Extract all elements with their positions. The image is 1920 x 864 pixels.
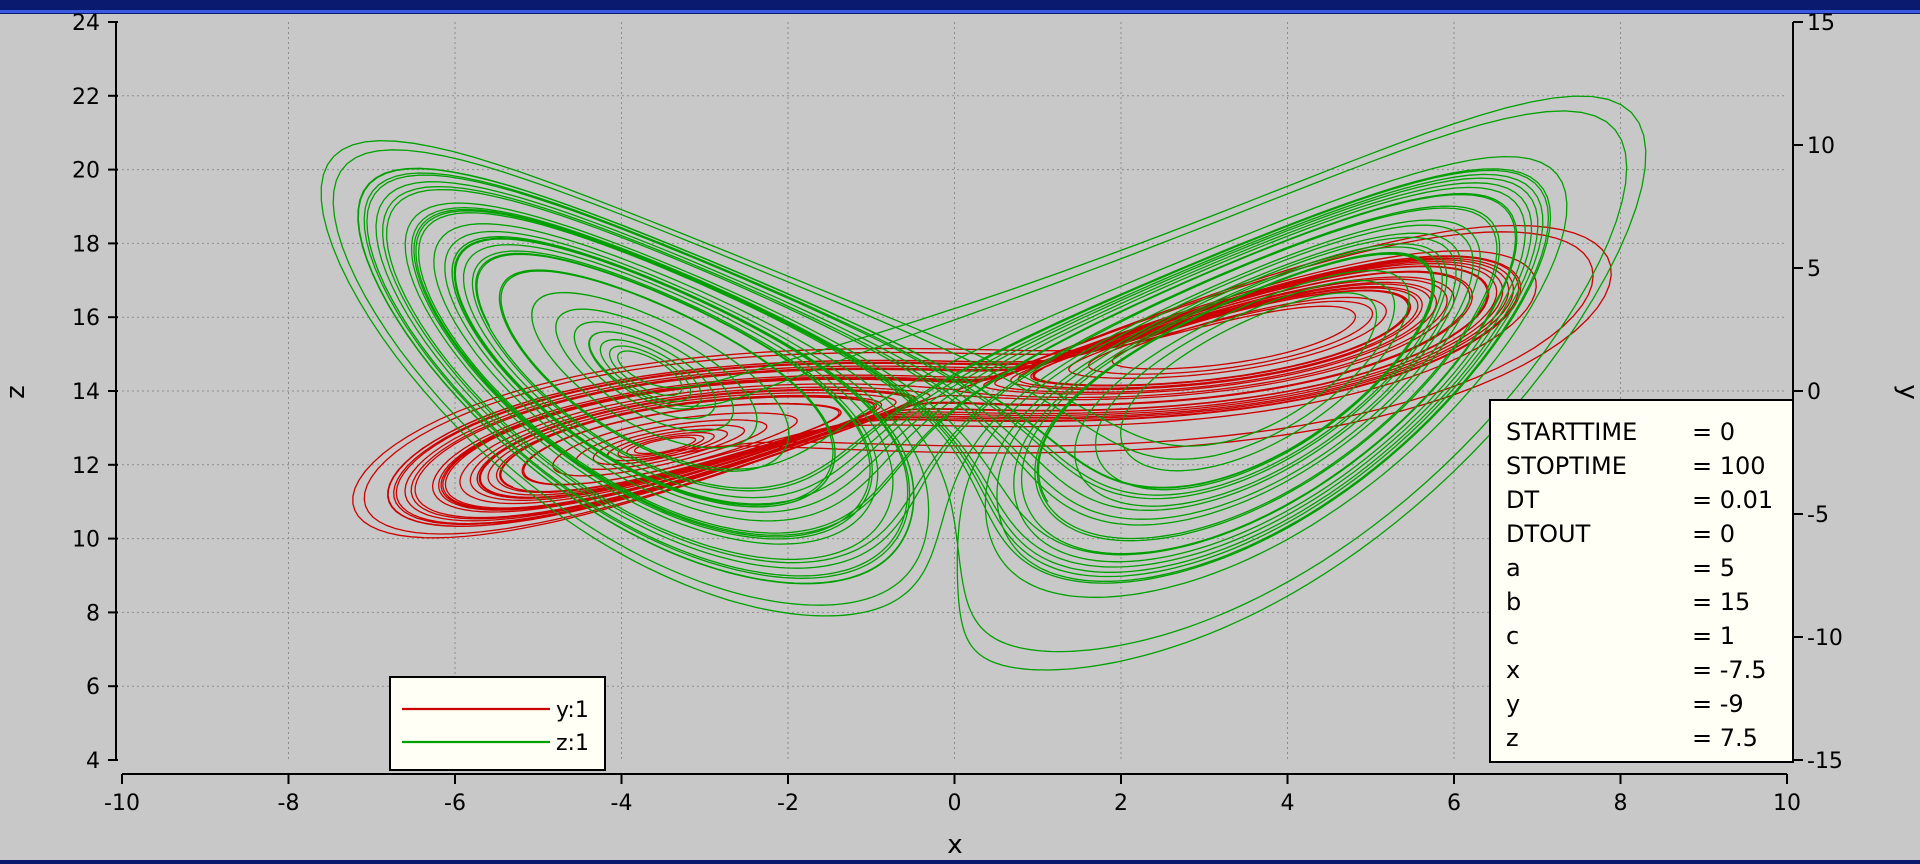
- left-tick-label: 20: [72, 159, 100, 184]
- right-tick-label: 10: [1807, 134, 1835, 159]
- right-tick-label: 0: [1807, 380, 1821, 405]
- right-tick-label: -15: [1807, 749, 1843, 774]
- x-tick-label: -6: [444, 791, 466, 816]
- x-tick-label: 4: [1281, 791, 1295, 816]
- x-axis-label: x: [947, 830, 962, 860]
- legend: y:1 z:1: [389, 676, 606, 771]
- parameter-value: = 0: [1692, 418, 1735, 446]
- parameter-value: = -7.5: [1692, 656, 1767, 684]
- series-line-z: [320, 95, 1647, 671]
- x-tick-label: 8: [1614, 791, 1628, 816]
- parameter-value: = 0: [1692, 520, 1735, 548]
- right-tick-label: -5: [1807, 503, 1829, 528]
- x-tick-label: -10: [104, 791, 140, 816]
- parameter-value: = 15: [1692, 588, 1750, 616]
- x-tick-label: 0: [948, 791, 962, 816]
- left-tick-label: 14: [72, 380, 100, 405]
- right-tick-label: 15: [1807, 11, 1835, 36]
- left-tick-label: 24: [72, 11, 100, 36]
- left-tick-label: 6: [86, 675, 100, 700]
- right-tick-label: 5: [1807, 257, 1821, 282]
- parameter-value: = 7.5: [1692, 724, 1758, 752]
- legend-label-y: y:1: [556, 698, 589, 723]
- legend-label-z: z:1: [556, 731, 589, 756]
- parameter-value: = -9: [1692, 690, 1744, 718]
- left-tick-label: 10: [72, 528, 100, 553]
- parameter-name: c: [1506, 622, 1519, 650]
- parameter-box-frame: [1489, 399, 1794, 763]
- right-tick-label: -10: [1807, 626, 1843, 651]
- parameter-name: STARTTIME: [1506, 418, 1637, 446]
- parameter-value: = 5: [1692, 554, 1735, 582]
- x-tick-label: -2: [777, 791, 799, 816]
- parameter-name: b: [1506, 588, 1521, 616]
- parameter-name: z: [1506, 724, 1519, 752]
- left-tick-label: 12: [72, 454, 100, 479]
- left-tick-label: 16: [72, 306, 100, 331]
- parameter-name: DTOUT: [1506, 520, 1591, 548]
- x-tick-label: -8: [278, 791, 300, 816]
- parameter-value: = 1: [1692, 622, 1735, 650]
- x-tick-label: -4: [611, 791, 633, 816]
- parameter-name: DT: [1506, 486, 1539, 514]
- series-z-trajectory: [320, 95, 1647, 671]
- x-tick-label: 10: [1773, 791, 1801, 816]
- left-tick-label: 18: [72, 232, 100, 257]
- parameter-value: = 0.01: [1692, 486, 1773, 514]
- parameter-name: STOPTIME: [1506, 452, 1627, 480]
- parameter-name: a: [1506, 554, 1521, 582]
- parameter-name: x: [1506, 656, 1520, 684]
- legend-box: [389, 676, 606, 771]
- left-tick-label: 22: [72, 85, 100, 110]
- banner-stripe: [0, 10, 1920, 13]
- left-tick-label: 8: [86, 601, 100, 626]
- x-tick-label: 2: [1114, 791, 1128, 816]
- parameter-name: y: [1506, 690, 1520, 718]
- left-axis-label: z: [1, 385, 31, 399]
- x-tick-label: 6: [1447, 791, 1461, 816]
- left-tick-label: 4: [86, 749, 100, 774]
- parameter-value: = 100: [1692, 452, 1766, 480]
- right-axis-label: y: [1893, 384, 1920, 399]
- parameter-box: STARTTIME = 0 STOPTIME = 100 DT = 0.01 DTOUT = …: [1489, 399, 1794, 763]
